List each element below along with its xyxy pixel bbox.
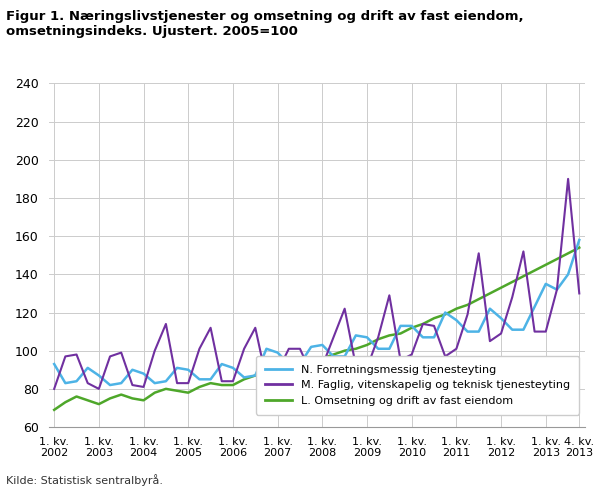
- Legend: N. Forretningsmessig tjenesteyting, M. Faglig, vitenskapelig og teknisk tjeneste: N. Forretningsmessig tjenesteyting, M. F…: [256, 356, 580, 415]
- Text: Figur 1. Næringslivstjenester og omsetning og drift av fast eiendom,
omsetningsi: Figur 1. Næringslivstjenester og omsetni…: [6, 10, 524, 38]
- Text: Kilde: Statistisk sentralbyrå.: Kilde: Statistisk sentralbyrå.: [6, 474, 163, 486]
